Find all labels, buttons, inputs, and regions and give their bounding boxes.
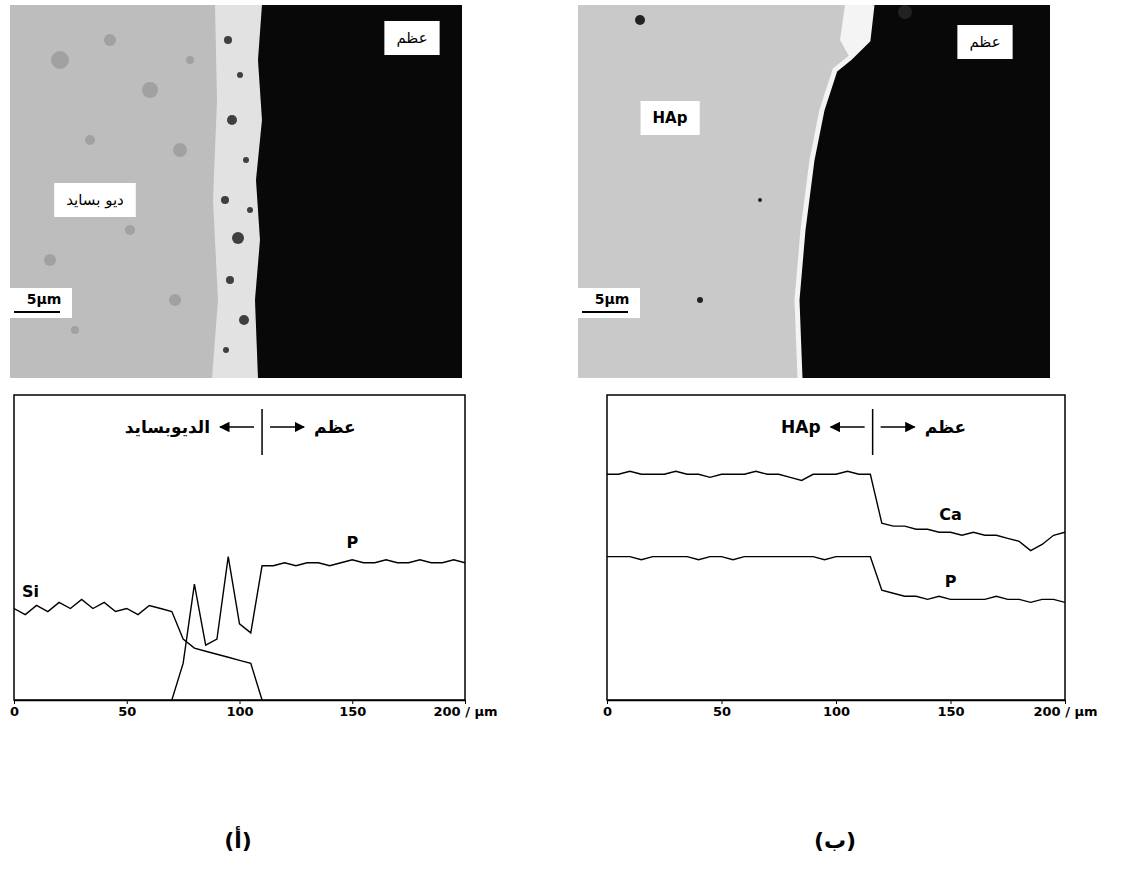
x-tick-label: 200 / µm — [1033, 704, 1097, 719]
interface-band — [212, 5, 262, 378]
x-tick: 100 — [823, 700, 850, 719]
micrograph: HAp عظم 5μm — [578, 5, 1050, 378]
x-axis: 0 50 100 150 200 / µm — [603, 700, 1098, 719]
texture-spot — [85, 135, 95, 145]
texture-spot — [221, 196, 229, 204]
series-lines — [607, 471, 1065, 602]
x-tick: 50 — [713, 700, 731, 719]
texture-spot — [237, 72, 243, 78]
arrow-left — [220, 426, 254, 428]
texture-spot — [239, 315, 249, 325]
label-box — [384, 21, 439, 55]
texture-spot — [224, 36, 232, 44]
x-tick: 200 / µm — [433, 700, 497, 719]
series-line — [14, 599, 262, 700]
texture-spot — [898, 5, 912, 19]
arrow-right — [270, 426, 304, 428]
interface-edge — [797, 5, 872, 378]
micrograph-label: عظم — [969, 33, 1000, 51]
x-tick-label: 50 — [118, 704, 136, 719]
micrograph-label: عظم — [396, 29, 427, 47]
x-tick: 150 — [339, 700, 366, 719]
x-tick: 0 — [10, 700, 19, 719]
texture-spot — [71, 326, 79, 334]
texture-spot — [226, 276, 234, 284]
micrograph: ديو بسايد عظم 5μm — [10, 5, 462, 378]
plot-frame — [14, 395, 465, 700]
scale-bar-box — [10, 288, 72, 318]
line-scan-chart: 0 50 100 150 200 / µm Ca P HAp عظم — [603, 395, 1098, 719]
region-label: عظم — [314, 417, 356, 437]
region-label: HAp — [781, 417, 821, 437]
x-tick-label: 100 — [226, 704, 253, 719]
x-tick-label: 0 — [10, 704, 19, 719]
bone-region — [797, 5, 1050, 378]
texture-spot — [227, 115, 237, 125]
x-tick-label: 150 — [339, 704, 366, 719]
label-box — [641, 101, 700, 135]
scale-bar-label: 5μm — [27, 291, 62, 307]
x-tick: 0 — [603, 700, 612, 719]
texture-spot — [104, 34, 116, 46]
series-label: P — [945, 572, 957, 591]
label-box — [957, 25, 1012, 59]
label-box — [54, 183, 136, 217]
x-tick-label: 150 — [937, 704, 964, 719]
x-tick-label: 50 — [713, 704, 731, 719]
x-axis: 0 50 100 150 200 / µm — [10, 700, 498, 719]
texture-spot — [125, 225, 135, 235]
texture-spot — [232, 232, 244, 244]
texture-spot — [243, 157, 249, 163]
micrograph-ground — [578, 5, 1050, 378]
x-tick-label: 100 — [823, 704, 850, 719]
texture-spot — [635, 15, 645, 25]
texture-spot — [44, 254, 56, 266]
scale-bar — [14, 311, 60, 313]
texture-spot — [758, 198, 762, 202]
scale-bar-label: 5μm — [595, 291, 630, 307]
series-line — [607, 471, 1065, 550]
texture-spot — [247, 207, 253, 213]
x-tick-label: 0 — [603, 704, 612, 719]
texture-spot — [173, 143, 187, 157]
micrograph-ground — [10, 5, 462, 378]
x-tick: 150 — [937, 700, 964, 719]
series-line — [172, 557, 465, 700]
texture-spot — [186, 56, 194, 64]
region-label: عظم — [925, 417, 967, 437]
series-label: Ca — [939, 505, 962, 524]
texture-spot — [697, 297, 703, 303]
arrow-right — [881, 426, 915, 428]
scale-bar — [582, 311, 628, 313]
panel-letter: (أ) — [224, 825, 252, 853]
x-tick: 200 / µm — [1033, 700, 1097, 719]
texture-spot — [169, 294, 181, 306]
interface-divider — [872, 409, 874, 455]
x-tick: 100 — [226, 700, 253, 719]
region-label: الديوبسايد — [125, 417, 210, 438]
figure: ديو بسايد عظم 5μm 0 50 100 150 200 / µm Si P الديو… — [0, 0, 1143, 896]
texture-spot — [142, 82, 158, 98]
texture-spot — [51, 51, 69, 69]
bright-notch — [840, 5, 872, 58]
texture-spot — [223, 347, 229, 353]
series-label: P — [346, 533, 358, 552]
micrograph-label: HAp — [653, 109, 688, 127]
x-tick: 50 — [118, 700, 136, 719]
scale-bar-box — [578, 288, 640, 318]
interface-divider — [261, 409, 263, 455]
series-label: Si — [22, 582, 39, 601]
micrograph-label: ديو بسايد — [66, 191, 124, 209]
line-scan-chart: 0 50 100 150 200 / µm Si P الديوبسايد عظم — [10, 395, 498, 719]
series-lines — [14, 557, 465, 700]
panel-letter: (ب) — [814, 828, 856, 853]
arrow-left — [831, 426, 865, 428]
plot-frame — [607, 395, 1065, 700]
series-line — [607, 557, 1065, 603]
bone-region — [255, 5, 462, 378]
x-tick-label: 200 / µm — [433, 704, 497, 719]
